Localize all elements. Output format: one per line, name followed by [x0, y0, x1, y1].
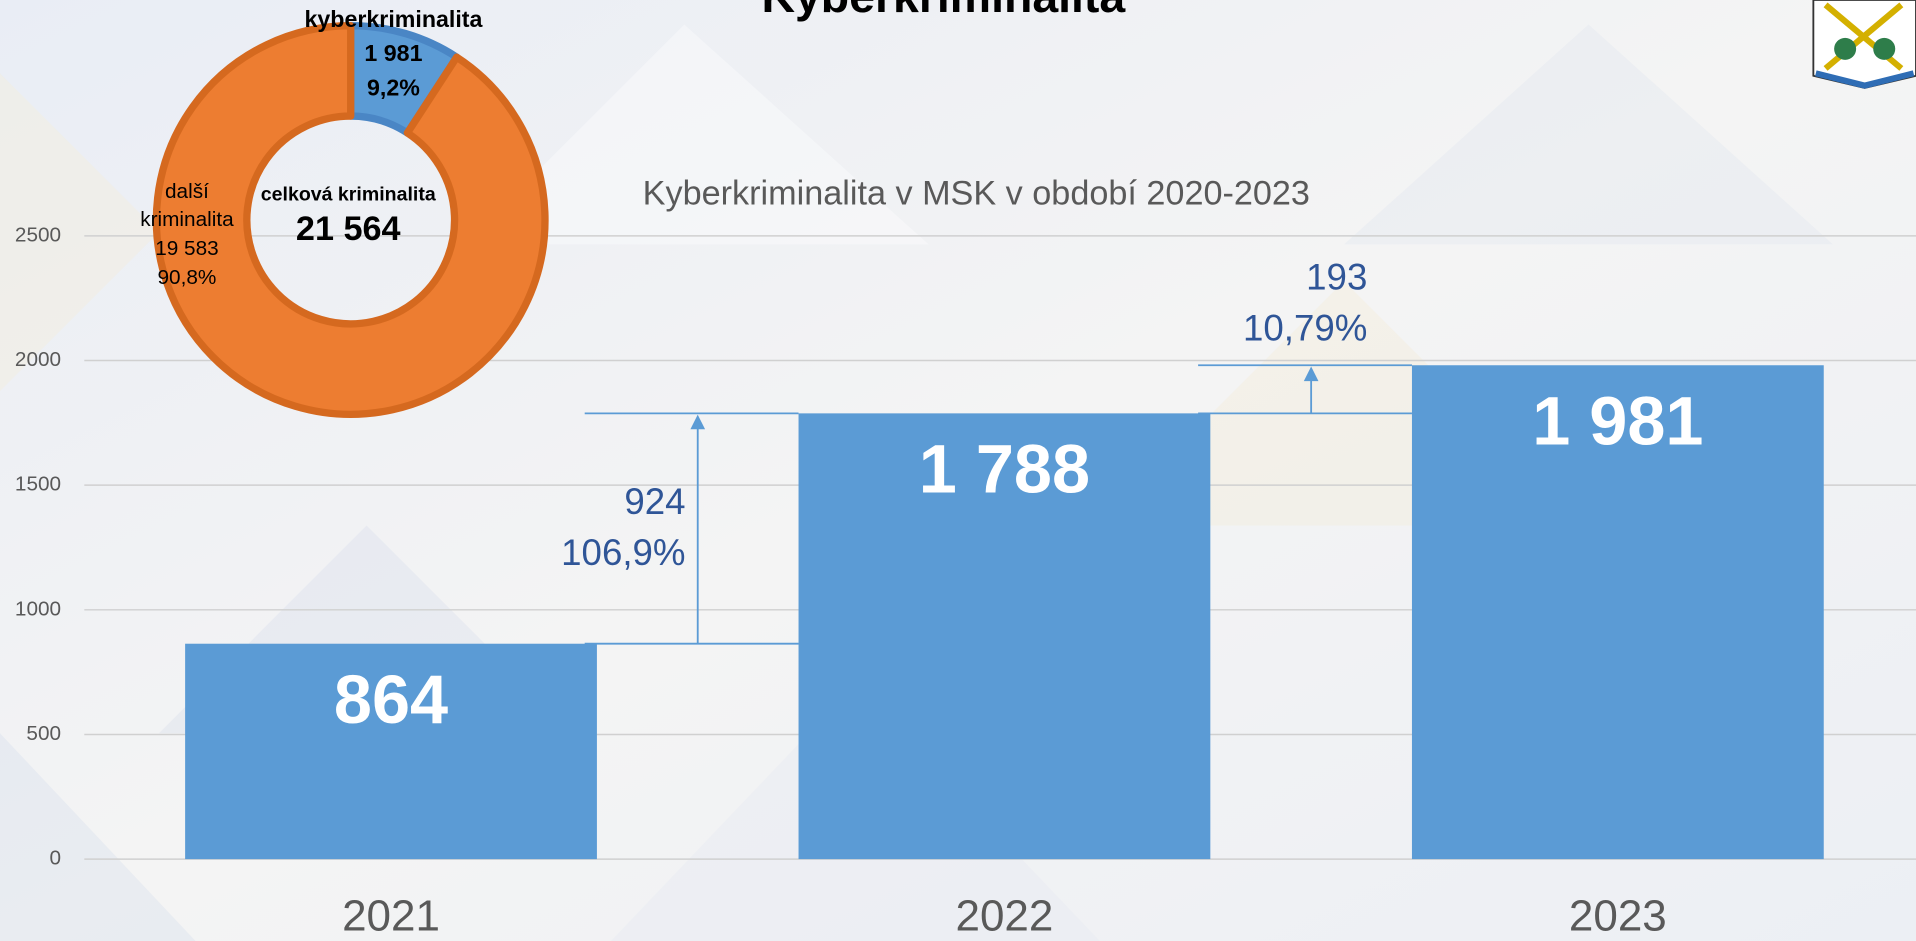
arrow-head — [1303, 366, 1319, 382]
slice-percent-label: 90,8% — [158, 266, 217, 289]
y-tick-label: 0 — [50, 847, 62, 870]
center-total: 21 564 — [296, 210, 401, 248]
slice-value-label: 1 981 — [364, 40, 422, 66]
x-tick-label: 2021 — [342, 892, 440, 941]
bar-value-label: 864 — [334, 661, 448, 738]
donut-slice — [152, 21, 549, 418]
y-tick-label: 1500 — [15, 473, 61, 496]
slice-category-label: další kriminalita — [140, 181, 234, 232]
title: Kyberkriminalita — [761, 0, 1126, 22]
center-label: celková kriminalita — [261, 184, 436, 206]
change-annotation: 924 — [624, 481, 685, 522]
arrow-head — [690, 414, 706, 430]
slice-percent-label: 9,2% — [367, 74, 420, 100]
change-annotation: 10,79% — [1243, 308, 1367, 349]
change-annotation: 106,9% — [561, 532, 685, 573]
y-tick-label: 2000 — [15, 348, 61, 371]
bar — [798, 413, 1211, 860]
bar — [185, 643, 597, 860]
logo — [1812, 0, 1916, 89]
x-tick-label: 2022 — [956, 892, 1054, 941]
slice-value-label: 19 583 — [155, 237, 219, 260]
y-tick-label: 1000 — [15, 597, 61, 620]
slice-category-label: kyberkriminalita — [304, 6, 483, 32]
y-tick-label: 2500 — [15, 223, 61, 246]
bar-value-label: 1 788 — [919, 431, 1090, 508]
change-annotation: 193 — [1306, 256, 1367, 297]
bar-value-label: 1 981 — [1532, 382, 1703, 459]
x-tick-label: 2023 — [1569, 892, 1667, 941]
bar — [1411, 365, 1824, 860]
subtitle: Kyberkriminalita v MSK v období 2020-202… — [643, 175, 1310, 213]
y-tick-label: 500 — [26, 722, 61, 745]
